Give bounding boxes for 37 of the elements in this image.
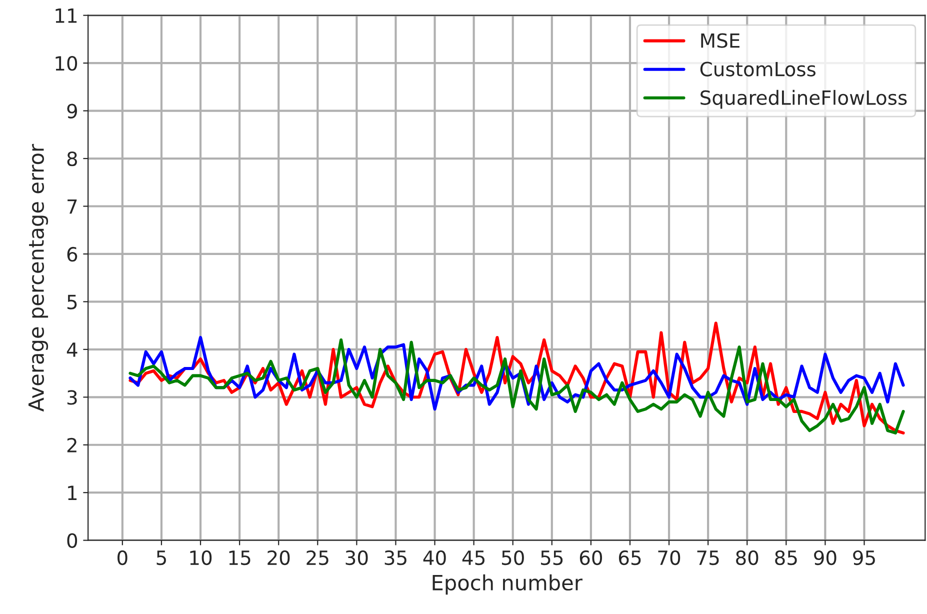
x-tick-label: 10 [190, 550, 212, 566]
y-tick-label: 8 [67, 151, 78, 166]
x-tick-label: 80 [736, 550, 758, 566]
x-tick-label: 15 [229, 550, 250, 566]
x-tick-label: 25 [306, 550, 328, 566]
y-tick-label: 7 [68, 199, 77, 214]
x-tick-label: 40 [423, 550, 446, 566]
y-tick-label: 10 [56, 56, 78, 71]
x-tick-label: 0 [118, 550, 128, 566]
x-tick-label: 30 [346, 550, 368, 566]
x-tick-label: 70 [658, 550, 680, 566]
x-tick-label: 45 [462, 550, 484, 566]
x-tick-label: 20 [268, 550, 290, 566]
x-tick-label: 90 [814, 550, 836, 566]
x-tick-label: 95 [853, 550, 875, 566]
legend-label: SquaredLineFlowLoss [700, 90, 907, 109]
x-tick-label: 85 [775, 550, 797, 566]
y-tick-label: 0 [67, 533, 78, 548]
x-tick-label: 5 [156, 550, 166, 566]
y-tick-label: 1 [68, 486, 77, 500]
x-axis-title: Epoch number [432, 574, 582, 595]
x-tick-label: 35 [384, 550, 406, 566]
x-tick-label: 50 [502, 550, 524, 566]
y-tick-label: 3 [67, 390, 77, 405]
x-tick-label: 75 [697, 550, 719, 566]
y-tick-label: 9 [67, 104, 77, 118]
y-tick-label: 11 [56, 8, 77, 23]
y-axis-title: Average percentage error [28, 144, 48, 412]
y-tick-label: 6 [67, 246, 78, 262]
y-tick-label: 5 [67, 294, 77, 310]
x-tick-label: 65 [618, 550, 641, 566]
y-tick-label: 2 [67, 438, 76, 452]
legend-label: MSE [701, 33, 740, 48]
x-tick-label: 60 [580, 550, 602, 566]
legend-label: CustomLoss [700, 62, 816, 76]
x-tick-label: 55 [541, 550, 563, 566]
y-tick-label: 4 [66, 342, 78, 357]
